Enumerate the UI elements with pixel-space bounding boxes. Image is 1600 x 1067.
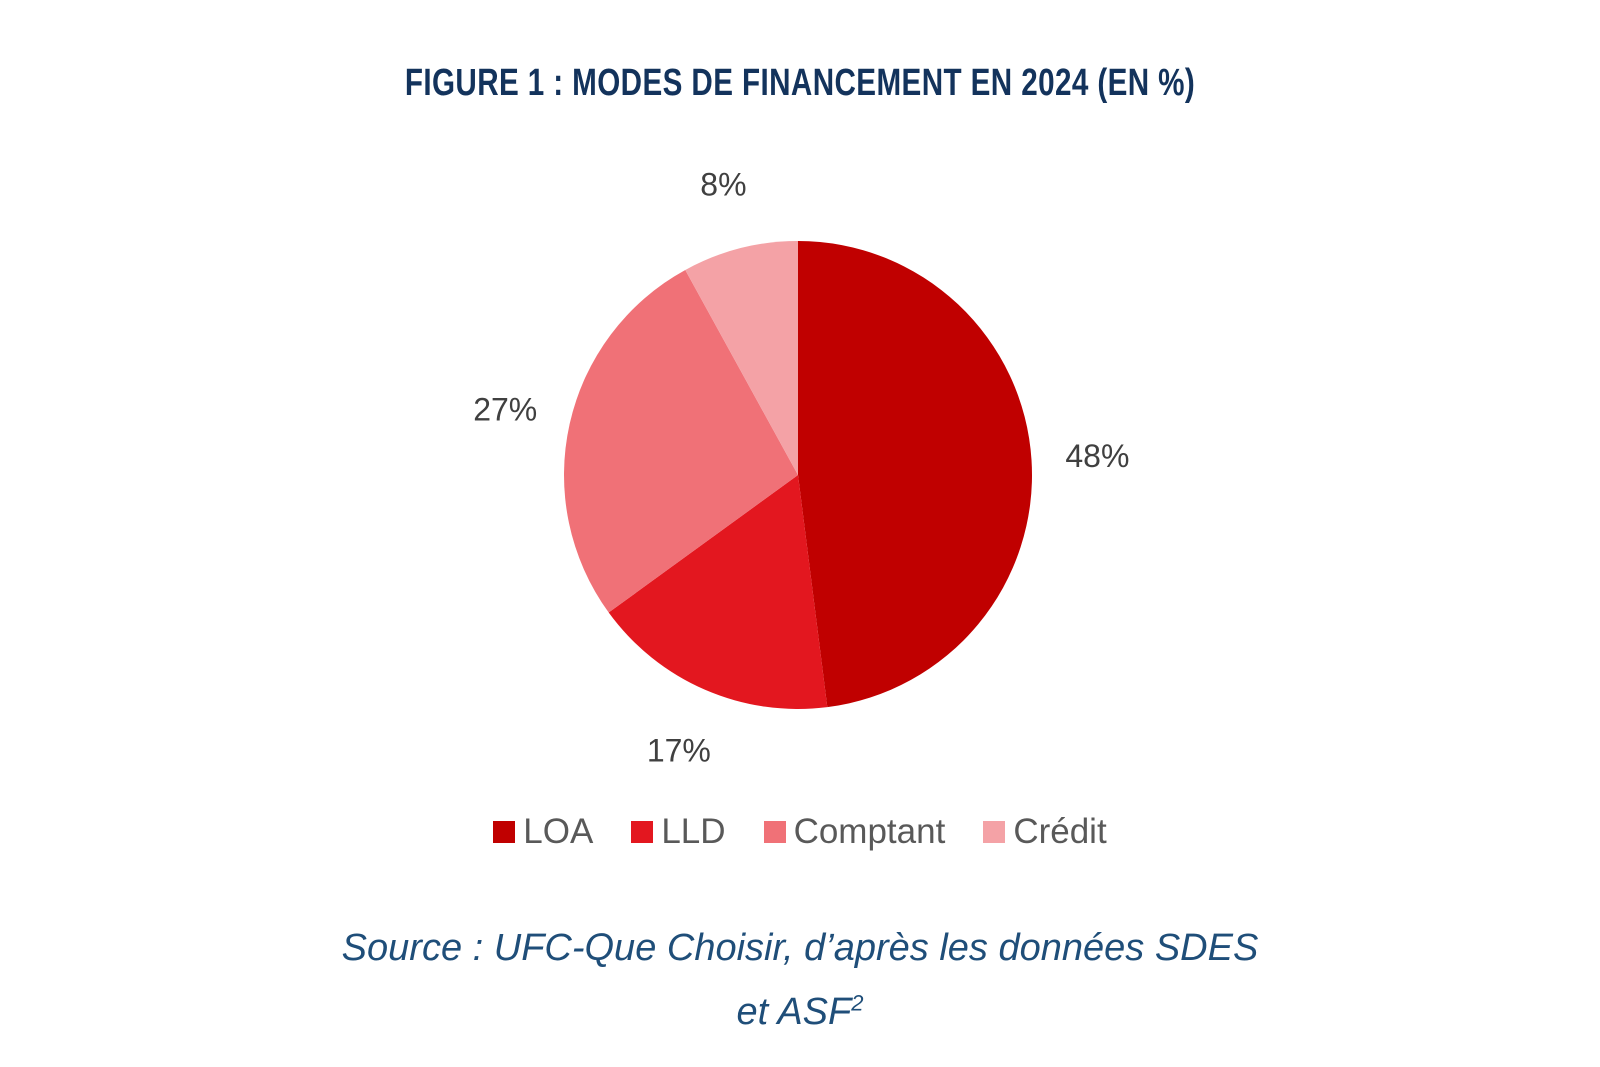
data-label-loa: 48% [1065,438,1129,474]
legend-item-comptant: Comptant [763,812,946,852]
pie-slice-crdit [685,241,798,475]
source-line-2: et ASF2 [0,980,1600,1044]
source-note: Source : UFC-Que Choisir, d’après les do… [0,916,1600,1044]
legend-label-credit: Crédit [1013,812,1107,851]
chart-legend: LOA LLD Comptant Crédit [0,812,1600,852]
legend-item-lld: LLD [631,812,726,852]
legend-swatch-comptant [763,821,786,843]
legend-item-credit: Crédit [983,812,1107,852]
source-footnote-marker: 2 [851,990,864,1016]
legend-swatch-loa [493,821,516,843]
pie-chart: 48% 17% 27% 8% [473,166,1129,768]
chart-title: FIGURE 1 : MODES DE FINANCEMENT EN 2024 … [404,62,1196,104]
legend-label-lld: LLD [661,812,726,851]
data-label-crdit: 8% [700,166,746,202]
pie-slice-comptant [564,269,798,613]
legend-swatch-lld [631,821,654,843]
legend-label-comptant: Comptant [793,812,946,851]
legend-swatch-credit [983,821,1006,843]
source-line-1: Source : UFC-Que Choisir, d’après les do… [341,927,1259,969]
data-label-lld: 17% [647,732,711,768]
pie-slice-loa [798,241,1033,708]
data-label-comptant: 27% [473,392,537,428]
legend-item-loa: LOA [493,812,593,852]
source-line-2-text: et ASF [736,991,852,1033]
pie-slice-lld [608,475,828,710]
legend-label-loa: LOA [523,812,594,851]
